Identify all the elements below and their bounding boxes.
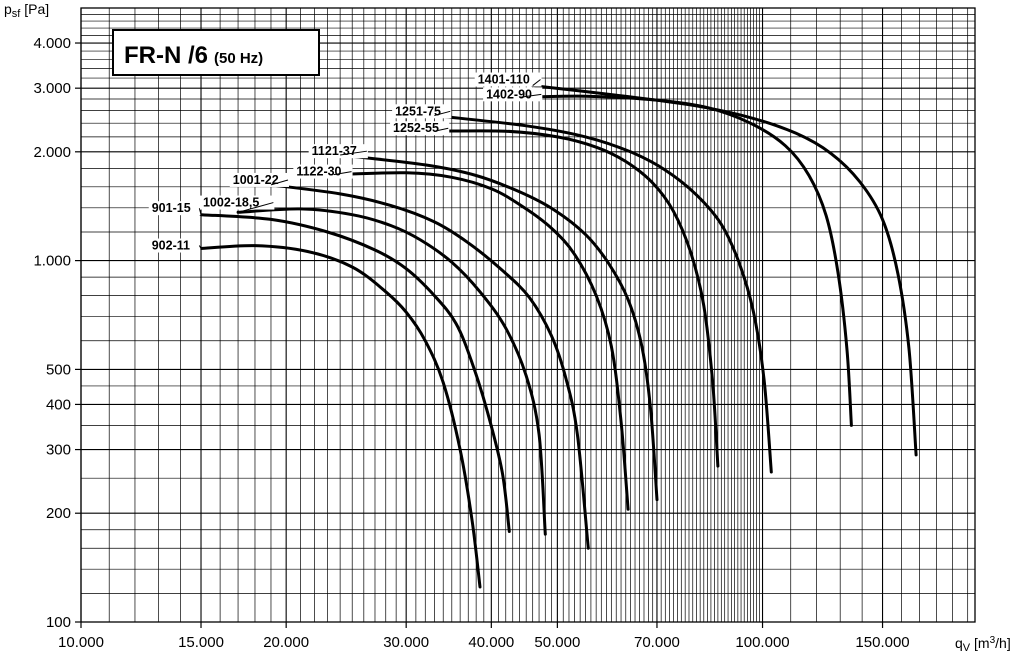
curve-label: 901-15 [152,201,191,215]
curve-902-11 [199,244,482,589]
curve-label-group: 1251-75 [392,104,452,119]
curve-1252-55 [432,129,720,468]
y-tick-label: 100 [46,614,71,631]
curve-label-group: 901-15 [148,201,202,216]
tick-labels: 10.000 15.000 20.000 30.000 40.000 50.000 70.0… [33,35,909,651]
y-tick-label: 3.000 [33,80,71,97]
curve-label-leader [270,179,289,186]
x-tick-label: 10.000 [58,634,104,651]
x-tick-label: 50.000 [534,634,580,651]
curve-label: 1002-18,5 [203,196,259,210]
curve-label-leader [340,150,367,156]
curve-label-group: 1121-37 [308,144,368,159]
curve-label-bg [199,195,275,210]
curve-label-leader [519,93,542,98]
curve-label-group: 1122-30 [293,164,353,179]
y-tick-label: 400 [46,396,71,413]
curve-label: 902-11 [152,239,190,253]
curve-label: 1121-37 [312,144,357,158]
curve-label-group: 902-11 [148,238,202,253]
curve-label: 1252-55 [393,121,439,135]
axis-titles: psf [Pa] qV [m3/h] [4,1,1011,654]
curve-label-leader [434,127,449,132]
curve-1251-75 [432,114,773,474]
curves [199,84,918,589]
x-tick-label: 20.000 [263,634,309,651]
curve-label: 1402-90 [486,87,532,101]
x-tick-label: 150.000 [855,634,909,651]
curve-label-leader [434,110,451,117]
x-tick-label: 100.000 [735,634,789,651]
y-tick-label: 500 [46,361,71,378]
curve-1121-37 [338,153,659,502]
plot-frame [80,7,976,623]
curve-label-bg [148,201,201,216]
curve-label-leader [532,79,541,86]
chart-title: FR-N /6 (50 Hz) [124,42,263,69]
x-tick-label: 40.000 [468,634,514,651]
curve-label-leader [198,208,202,215]
curve-label-bg [148,238,201,253]
curve-1002-18-5 [236,207,547,536]
y-tick-label: 300 [46,442,71,459]
y-tick-label: 4.000 [33,35,71,52]
curve-label-leader [237,202,274,213]
curve-labels: 902-11 901-15 1002-18,5 1001-22 1122-30 1121-… [148,72,543,253]
x-tick-label: 15.000 [178,634,224,651]
curve-label-leader [333,171,352,176]
curve-label: 1401-110 [478,73,530,87]
curve-901-15 [199,213,511,533]
x-tick-label: 30.000 [383,634,429,651]
curve-1401-110 [531,84,918,457]
curve-label-bg [474,72,542,87]
curve-label: 1001-22 [233,173,279,187]
curve-label-group: 1002-18,5 [199,195,275,213]
x-axis-label: qV [m3/h] [955,635,1011,654]
curve-label-group: 1401-110 [474,72,542,87]
chart-title-box: FR-N /6 (50 Hz) [112,29,320,76]
y-tick-label: 200 [46,505,71,522]
curve-label-bg [293,164,353,179]
curve-label-group: 1001-22 [229,172,289,187]
curve-label-group: 1252-55 [390,121,450,136]
curve-label-bg [390,121,450,136]
y-tick-label: 2.000 [33,144,71,161]
x-tick-label: 70.000 [634,634,680,651]
curve-label: 1251-75 [395,104,441,118]
curve-label: 1122-30 [296,165,341,179]
curve-label-bg [308,144,368,159]
curve-label-bg [483,87,543,102]
y-axis-label: psf [Pa] [4,1,49,20]
curve-1001-22 [269,183,590,550]
curve-label-group: 1402-90 [483,87,543,102]
y-tick-label: 1.000 [33,253,71,270]
curve-1122-30 [332,171,630,511]
curve-label-leader [198,245,202,249]
